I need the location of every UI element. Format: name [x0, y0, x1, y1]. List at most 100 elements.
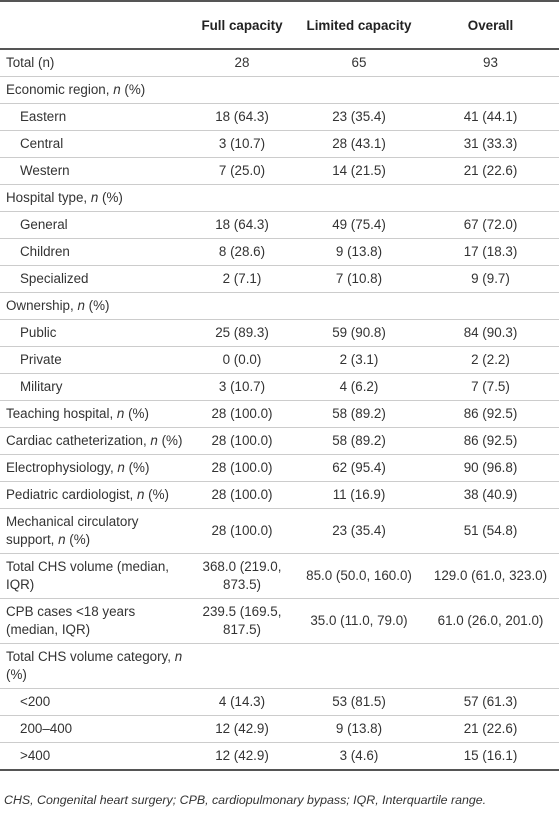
cell-value: 3 (10.7) [218, 379, 266, 394]
cell: 49 (75.4) [296, 211, 422, 239]
label-part: Total CHS volume (median, IQR) [6, 559, 169, 592]
cell-value: 17 (18.3) [463, 244, 518, 259]
label-part: (%) [65, 532, 91, 547]
cell [422, 184, 559, 212]
row-label: General [0, 211, 188, 239]
cell [296, 292, 422, 320]
label-part: Western [20, 163, 70, 178]
table-row: <200 4 (14.3) 53 (81.5) 57 (61.3) [0, 688, 559, 716]
label-part: >400 [20, 748, 51, 763]
row-label: Mechanical circulatory support, n (%) [0, 508, 188, 554]
table-body: Total (n) 28 65 93 Economic region, n (%) Eas… [0, 49, 559, 771]
cell [296, 76, 422, 104]
cell-value: 38 (40.9) [463, 487, 518, 502]
cell-value: 4 (6.2) [339, 379, 379, 394]
cell-value: 7 (7.5) [471, 379, 510, 394]
cell: 129.0 (61.0, 323.0) [422, 553, 559, 599]
label-part: Public [20, 325, 57, 340]
cell-value: 28 (43.1) [332, 136, 386, 151]
row-label: Economic region, n (%) [0, 76, 188, 104]
cell-value: 28 (100.0) [211, 460, 273, 475]
table-row: Public 25 (89.3) 59 (90.8) 84 (90.3) [0, 319, 559, 347]
data-table: Full capacity Limited capacity Overall Tot… [0, 0, 559, 771]
label-part: Hospital type, [6, 190, 91, 205]
cell-value: 28 (100.0) [211, 523, 273, 538]
label-part: 200–400 [20, 721, 73, 736]
table-row: Total CHS volume (median, IQR) 368.0 (219… [0, 553, 559, 599]
cell [188, 184, 296, 212]
table-row: Pediatric cardiologist, n (%) 28 (100.0) 1… [0, 481, 559, 509]
row-label: Hospital type, n (%) [0, 184, 188, 212]
table-row: Central 3 (10.7) 28 (43.1) 31 (33.3) [0, 130, 559, 158]
cell-value: 2 (3.1) [339, 352, 379, 367]
label-part: n [116, 406, 125, 421]
label-part: n [58, 532, 66, 547]
label-part: n [137, 487, 145, 502]
cell: 57 (61.3) [422, 688, 559, 716]
cell: 7 (25.0) [188, 157, 296, 185]
cell: 38 (40.9) [422, 481, 559, 509]
cell-value: 9 (13.8) [335, 244, 383, 259]
cell [188, 292, 296, 320]
cell: 18 (64.3) [188, 103, 296, 131]
cell-value: 12 (42.9) [215, 748, 269, 763]
row-label: <200 [0, 688, 188, 716]
cell: 21 (22.6) [422, 715, 559, 743]
table-row: Teaching hospital, n (%) 28 (100.0) 58 (89… [0, 400, 559, 428]
column-header: Full capacity [188, 1, 296, 50]
cell: 86 (92.5) [422, 427, 559, 455]
cell-value: 12 (42.9) [215, 721, 269, 736]
cell: 3 (4.6) [296, 742, 422, 771]
label-part: n [113, 82, 121, 97]
row-label: CPB cases <18 years (median, IQR) [0, 598, 188, 644]
cell: 62 (95.4) [296, 454, 422, 482]
table-row: 200–400 12 (42.9) 9 (13.8) 21 (22.6) [0, 715, 559, 743]
cell-value: 90 (96.8) [463, 460, 518, 475]
label-part: Private [20, 352, 62, 367]
cell-value: 368.0 (219.0, 873.5) [202, 559, 282, 592]
cell-value: 28 (100.0) [211, 487, 273, 502]
cell-value: 41 (44.1) [463, 109, 518, 124]
row-label: Total CHS volume category, n (%) [0, 643, 188, 689]
cell-value: 239.5 (169.5, 817.5) [202, 604, 282, 637]
cell: 21 (22.6) [422, 157, 559, 185]
cell: 28 (43.1) [296, 130, 422, 158]
label-part: (%) [84, 298, 110, 313]
row-label: Specialized [0, 265, 188, 293]
table-row: Mechanical circulatory support, n (%) 28 … [0, 508, 559, 554]
row-label: >400 [0, 742, 188, 771]
label-part: (%) [98, 190, 123, 205]
cell: 85.0 (50.0, 160.0) [296, 553, 422, 599]
row-label: Total (n) [0, 49, 188, 77]
cell-value: 8 (28.6) [218, 244, 266, 259]
cell-value: 62 (95.4) [332, 460, 386, 475]
cell-value: 3 (10.7) [218, 136, 266, 151]
row-label: Military [0, 373, 188, 401]
cell-value: 84 (90.3) [463, 325, 518, 340]
cell: 15 (16.1) [422, 742, 559, 771]
row-label: Electrophysiology, n (%) [0, 454, 188, 482]
label-part: n [77, 298, 85, 313]
cell: 7 (7.5) [422, 373, 559, 401]
cell-value: 65 [351, 55, 367, 70]
label-part: Electrophysiology, [6, 460, 118, 475]
cell-value: 11 (16.9) [332, 487, 386, 502]
label-part: Pediatric cardiologist, [6, 487, 137, 502]
cell [422, 643, 559, 689]
cell-value: 86 (92.5) [463, 406, 518, 421]
cell: 23 (35.4) [296, 103, 422, 131]
table-row: Military 3 (10.7) 4 (6.2) 7 (7.5) [0, 373, 559, 401]
cell-value: 7 (25.0) [218, 163, 266, 178]
cell-value: 86 (92.5) [463, 433, 518, 448]
label-part: Teaching hospital, [6, 406, 117, 421]
cell-value: 28 (100.0) [211, 406, 273, 421]
footnote: CHS, Congenital heart surgery; CPB, card… [4, 793, 487, 807]
cell: 41 (44.1) [422, 103, 559, 131]
table-row: >400 12 (42.9) 3 (4.6) 15 (16.1) [0, 742, 559, 771]
cell-value: 9 (9.7) [471, 271, 510, 286]
cell: 28 [188, 49, 296, 77]
row-label: Teaching hospital, n (%) [0, 400, 188, 428]
cell: 61.0 (26.0, 201.0) [422, 598, 559, 644]
cell: 4 (14.3) [188, 688, 296, 716]
cell-value: 28 (100.0) [211, 433, 273, 448]
